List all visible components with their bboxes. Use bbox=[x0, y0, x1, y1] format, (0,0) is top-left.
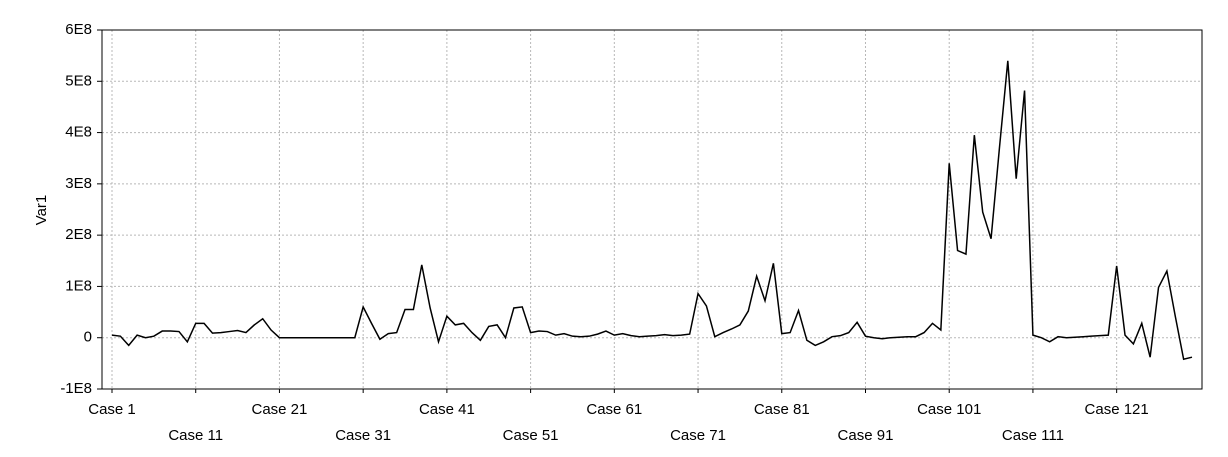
data-line bbox=[111, 60, 1193, 361]
y-axis-label: Var1 bbox=[33, 195, 50, 226]
x-tick-label: Case 31 bbox=[335, 427, 391, 444]
x-tick-label: Case 71 bbox=[670, 427, 726, 444]
y-tick-label: 0 bbox=[84, 329, 92, 346]
y-tick-label: 1E8 bbox=[65, 277, 92, 294]
x-tick-label: Case 21 bbox=[252, 401, 308, 418]
x-tick-label: Case 51 bbox=[503, 427, 559, 444]
y-tick-label: 2E8 bbox=[65, 226, 92, 243]
y-tick-label: 5E8 bbox=[65, 72, 92, 89]
x-tick-label: Case 101 bbox=[917, 401, 981, 418]
y-tick-label: 3E8 bbox=[65, 175, 92, 192]
y-tick-label: -1E8 bbox=[60, 380, 92, 397]
x-tick-label: Case 41 bbox=[419, 401, 475, 418]
x-tick-label: Case 121 bbox=[1085, 401, 1149, 418]
x-tick-label: Case 11 bbox=[168, 427, 223, 444]
x-tick-label: Case 61 bbox=[586, 401, 642, 418]
y-tick-label: 4E8 bbox=[65, 124, 92, 141]
plot-frame bbox=[101, 29, 1203, 390]
x-tick-label: Case 1 bbox=[88, 401, 136, 418]
x-tick-label: Case 111 bbox=[1002, 427, 1064, 444]
x-tick-label: Case 81 bbox=[754, 401, 810, 418]
x-tick-label: Case 91 bbox=[838, 427, 894, 444]
y-tick-label: 6E8 bbox=[65, 21, 92, 38]
